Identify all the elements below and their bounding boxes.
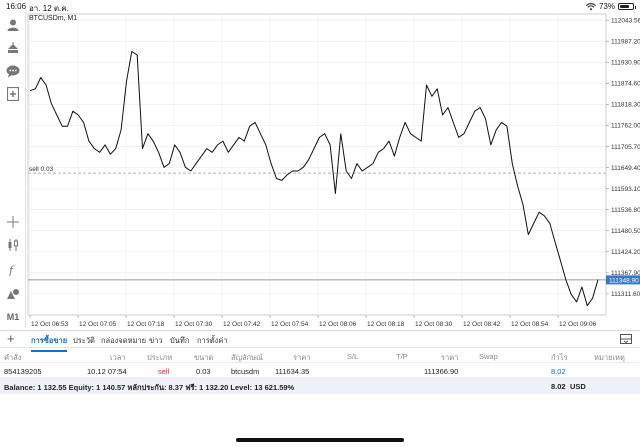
table-header-row: คำสั่ง เวลา ประเภท ขนาด สัญลักษณ์ ราคา S… bbox=[0, 348, 640, 363]
table-row[interactable]: 854139205 10.12 07:54 sell 0.03 btcusdm … bbox=[0, 363, 640, 378]
trade-icon[interactable] bbox=[3, 39, 23, 57]
x-tick-label: 12 Oct 06:53 bbox=[31, 321, 69, 328]
home-indicator bbox=[236, 438, 404, 442]
y-tick-label: 111593.10 bbox=[611, 186, 640, 193]
col-volume: ขนาด bbox=[194, 353, 214, 362]
chart-canvas[interactable]: 112043.56 111987.20 111930.90 111874.60 1118… bbox=[26, 12, 640, 330]
col-comment: หมายเหตุ bbox=[594, 353, 625, 362]
order-current-price: 111366.90 bbox=[424, 367, 459, 376]
total-profit: 8.02 bbox=[551, 382, 566, 391]
tab-mailbox[interactable]: กล่องจดหมาย bbox=[101, 336, 147, 345]
y-tick-label: 111536.80 bbox=[611, 207, 640, 214]
x-tick-label: 12 Oct 07:05 bbox=[79, 321, 117, 328]
y-tick-label: 111367.90 bbox=[611, 270, 640, 277]
y-tick-label: 111424.20 bbox=[611, 249, 640, 256]
y-tick-label: 111987.20 bbox=[611, 39, 640, 46]
chat-icon[interactable] bbox=[3, 62, 23, 80]
chart-toolbar: f M1 bbox=[0, 12, 26, 328]
order-id: 854139205 bbox=[4, 367, 42, 376]
col-current-price: ราคา bbox=[441, 353, 459, 362]
trade-table: คำสั่ง เวลา ประเภท ขนาด สัญลักษณ์ ราคา S… bbox=[0, 348, 640, 394]
tab-settings[interactable]: การตั้งค่า bbox=[197, 336, 228, 345]
order-profit: 8.02 bbox=[551, 367, 566, 376]
x-tick-label: 12 Oct 08:54 bbox=[511, 321, 549, 328]
x-tick-label: 12 Oct 07:54 bbox=[271, 321, 309, 328]
x-tick-label: 12 Oct 08:06 bbox=[319, 321, 357, 328]
order-line-label: sell 0.03 bbox=[29, 166, 54, 173]
order-type: sell bbox=[158, 367, 170, 376]
status-bar: 16:06 อา. 12 ต.ค. 73% bbox=[0, 0, 640, 13]
y-tick-label: 111930.90 bbox=[611, 60, 640, 67]
indicators-icon[interactable]: f bbox=[3, 261, 23, 279]
col-order: คำสั่ง bbox=[4, 353, 22, 362]
price-chart[interactable]: 112043.56 111987.20 111930.90 111874.60 1118… bbox=[26, 12, 640, 330]
y-tick-label: 111762.00 bbox=[611, 123, 640, 130]
status-right: 73% bbox=[586, 2, 636, 11]
new-order-button[interactable]: + bbox=[7, 331, 15, 346]
order-time: 10.12 07:54 bbox=[87, 367, 127, 376]
account-icon[interactable] bbox=[3, 16, 23, 34]
x-tick-label: 12 Oct 07:42 bbox=[223, 321, 261, 328]
y-tick-label: 111818.30 bbox=[611, 102, 640, 109]
price-series-line bbox=[29, 50, 599, 307]
col-profit: กำไร bbox=[551, 353, 568, 362]
battery-icon bbox=[618, 3, 636, 10]
col-price: ราคา bbox=[293, 353, 311, 362]
current-price-box bbox=[606, 275, 640, 285]
order-volume: 0.03 bbox=[196, 367, 211, 376]
panel-toggle-icon[interactable] bbox=[620, 334, 632, 344]
y-tick-label: 111874.60 bbox=[611, 81, 640, 88]
col-symbol: สัญลักษณ์ bbox=[231, 353, 264, 362]
order-symbol: btcusdm bbox=[231, 367, 260, 376]
battery-percent: 73% bbox=[598, 2, 615, 11]
col-sl: S/L bbox=[347, 352, 359, 361]
y-tick-label: 111480.50 bbox=[611, 228, 640, 235]
x-tick-label: 12 Oct 08:30 bbox=[415, 321, 453, 328]
plot-border bbox=[27, 13, 607, 316]
y-tick-label: 111705.70 bbox=[611, 144, 640, 151]
tab-news[interactable]: ข่าว bbox=[149, 336, 163, 345]
currency-label: USD bbox=[570, 382, 586, 391]
crosshair-icon[interactable] bbox=[3, 213, 23, 231]
balance-summary: Balance: 1 132.55 Equity: 1 140.57 หลักป… bbox=[4, 383, 295, 392]
x-tick-label: 12 Oct 07:18 bbox=[127, 321, 165, 328]
y-tick-label: 111649.40 bbox=[611, 165, 640, 172]
order-price: 111634.35 bbox=[275, 367, 310, 376]
col-time: เวลา bbox=[110, 353, 126, 362]
tab-trade[interactable]: การซื้อขาย bbox=[31, 336, 68, 352]
timeframe-button[interactable]: M1 bbox=[6, 312, 20, 322]
status-time: 16:06 bbox=[6, 2, 27, 11]
col-tp: T/P bbox=[396, 352, 408, 361]
chart-symbol-label: BTCUSDm, M1 bbox=[29, 15, 78, 22]
add-chart-icon[interactable] bbox=[3, 85, 23, 103]
svg-text:f: f bbox=[8, 264, 15, 276]
x-tick-label: 12 Oct 08:18 bbox=[367, 321, 405, 328]
x-tick-label: 12 Oct 07:30 bbox=[175, 321, 213, 328]
col-type: ประเภท bbox=[147, 353, 173, 362]
tab-history[interactable]: ประวัติ bbox=[73, 336, 95, 345]
x-tick-label: 12 Oct 08:42 bbox=[463, 321, 501, 328]
tab-journal[interactable]: บันทึก bbox=[170, 336, 190, 345]
balance-row: Balance: 1 132.55 Equity: 1 140.57 หลักป… bbox=[0, 378, 640, 394]
status-date: อา. 12 ต.ค. bbox=[29, 4, 69, 13]
x-tick-label: 12 Oct 09:06 bbox=[559, 321, 597, 328]
y-tick-label: 112043.56 bbox=[611, 17, 640, 24]
wifi-icon bbox=[586, 2, 596, 10]
current-price-label: 111348.90 bbox=[609, 277, 639, 284]
chart-type-icon[interactable] bbox=[3, 236, 23, 254]
y-tick-label: 111311.60 bbox=[611, 291, 640, 298]
objects-icon[interactable] bbox=[3, 285, 23, 303]
col-swap: Swap bbox=[479, 352, 498, 361]
terminal-tabbar: + การซื้อขาย ประวัติ กล่องจดหมาย ข่าว บั… bbox=[0, 330, 640, 352]
